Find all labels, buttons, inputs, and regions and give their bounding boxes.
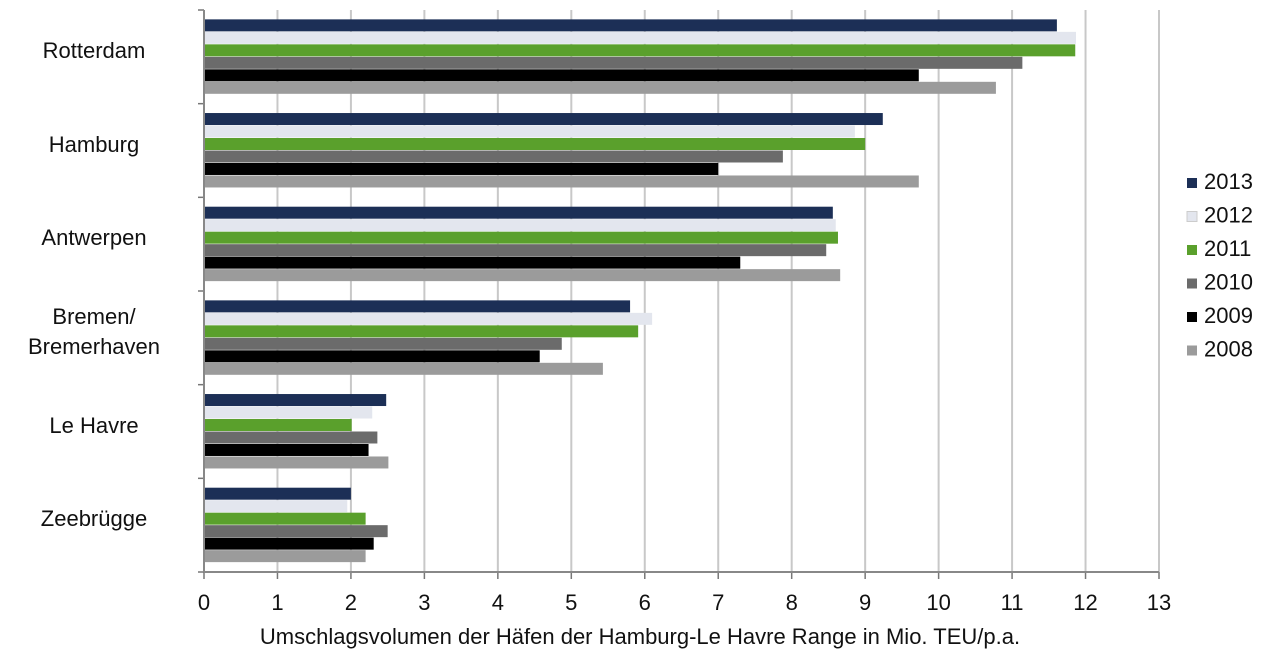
legend-label: 2011	[1204, 236, 1251, 261]
x-tick-label: 6	[639, 590, 651, 615]
bar	[204, 550, 366, 563]
y-tick-label: Zeebrügge	[40, 506, 148, 532]
bar	[204, 69, 919, 82]
bar	[204, 113, 883, 126]
bar	[204, 56, 1023, 69]
legend-swatch	[1187, 245, 1197, 255]
bar	[204, 44, 1076, 57]
bar	[204, 269, 841, 282]
bar	[204, 525, 388, 538]
bar	[204, 512, 366, 525]
bar	[204, 19, 1057, 32]
x-tick-label: 5	[565, 590, 577, 615]
legend-label: 2012	[1204, 202, 1253, 227]
legend-swatch	[1187, 178, 1197, 188]
bar	[204, 31, 1076, 44]
bar	[204, 337, 562, 350]
bar	[204, 256, 741, 269]
y-tick-label: Le Havre	[49, 412, 139, 438]
bar	[204, 125, 855, 138]
legend-label: 2008	[1204, 336, 1253, 361]
bar	[204, 175, 919, 188]
bar	[204, 362, 603, 375]
legend-label: 2010	[1204, 269, 1253, 294]
bar	[204, 350, 540, 363]
y-tick-label: Hamburg	[48, 131, 140, 157]
legend-swatch	[1187, 345, 1197, 356]
x-tick-label: 0	[198, 590, 210, 615]
bar	[204, 537, 374, 550]
bar	[204, 500, 348, 513]
legend-label: 2009	[1204, 303, 1253, 328]
bar	[204, 443, 369, 456]
x-tick-label: 2	[345, 590, 357, 615]
bar	[204, 244, 827, 257]
bar	[204, 206, 833, 219]
legend-swatch	[1187, 278, 1197, 289]
bar	[204, 300, 631, 313]
x-tick-label: 13	[1147, 590, 1171, 615]
bar	[204, 219, 836, 232]
x-tick-label: 8	[786, 590, 798, 615]
legend-swatch	[1186, 211, 1198, 222]
bar	[204, 162, 719, 175]
x-tick-label: 7	[712, 590, 724, 615]
bar	[204, 487, 351, 500]
y-tick-label: Antwerpen	[41, 225, 147, 251]
bar	[204, 431, 378, 444]
legend-label: 2013	[1204, 169, 1253, 194]
x-tick-label: 3	[418, 590, 430, 615]
x-tick-label: 10	[926, 590, 950, 615]
bar	[204, 231, 838, 244]
x-axis-title: Umschlagsvolumen der Häfen der Hamburg-L…	[260, 624, 1020, 649]
x-tick-label: 1	[271, 590, 283, 615]
bar	[204, 150, 783, 163]
bar	[204, 325, 639, 338]
x-tick-label: 11	[1001, 590, 1024, 615]
bar	[204, 406, 373, 419]
bar	[204, 394, 387, 407]
x-tick-label: 4	[492, 590, 504, 615]
bar	[204, 81, 996, 94]
x-tick-label: 9	[859, 590, 871, 615]
y-tick-label: Bremen/ Bremerhaven	[27, 303, 161, 359]
bar	[204, 312, 653, 325]
bar	[204, 138, 866, 150]
y-tick-label: Rotterdam	[42, 37, 146, 63]
bar	[204, 456, 389, 469]
bar	[204, 419, 352, 431]
x-tick-label: 12	[1073, 590, 1097, 615]
legend-swatch	[1187, 312, 1197, 322]
